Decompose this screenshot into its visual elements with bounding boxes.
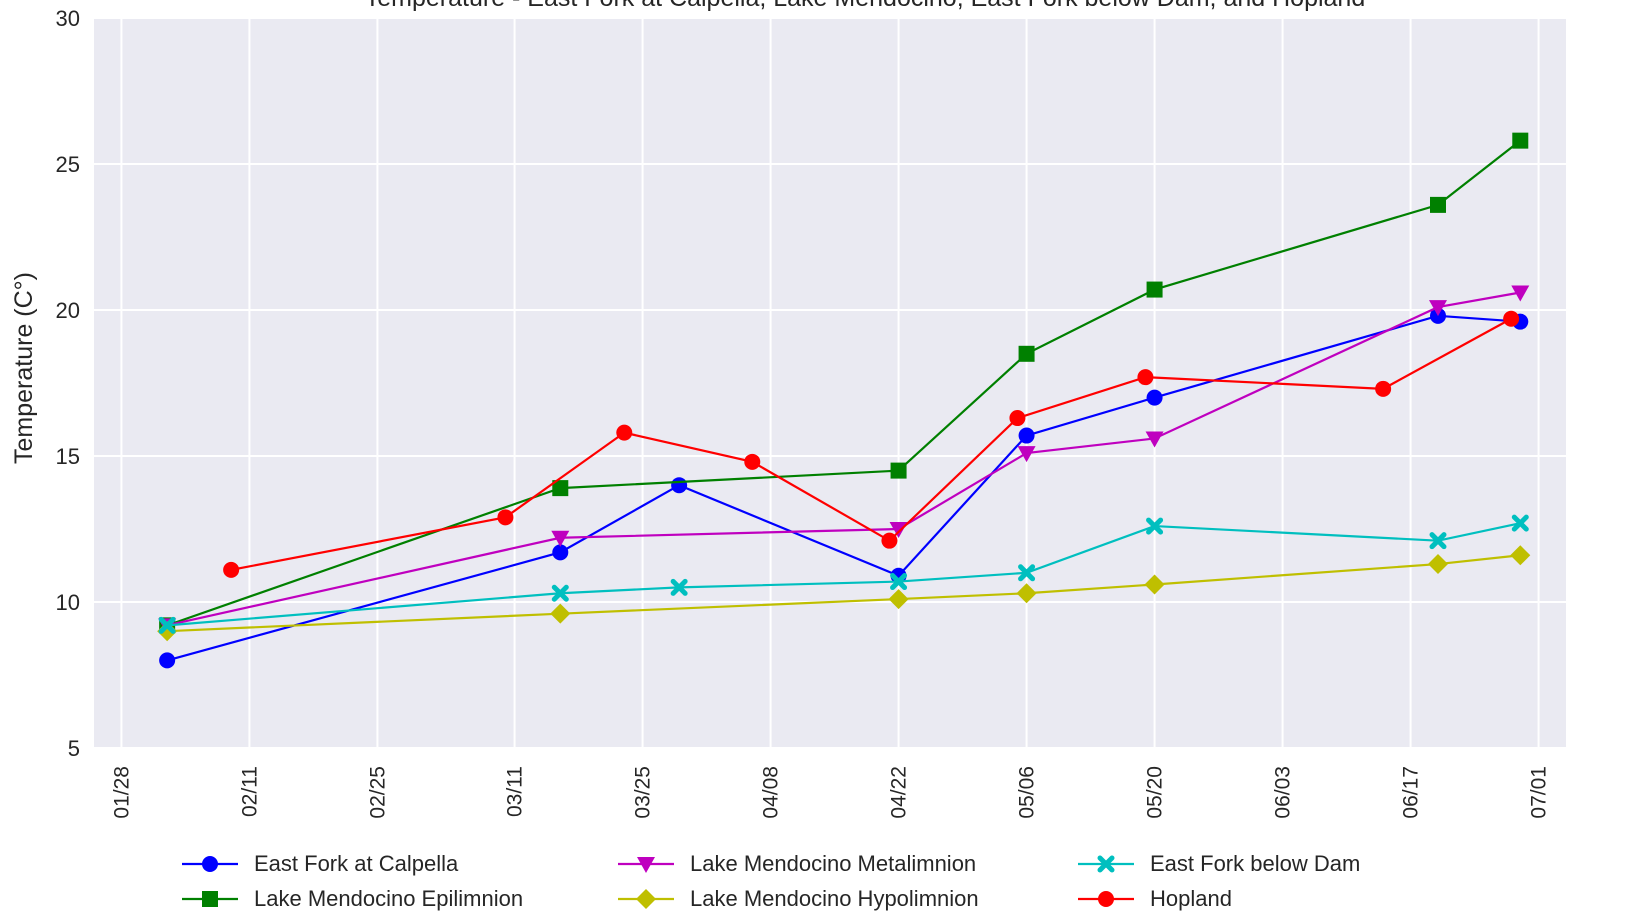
data-point [552,480,569,497]
legend: East Fork at Calpella Lake Mendocino Meta… [180,848,1480,916]
data-point [636,889,656,909]
legend-item: Lake Mendocino Epilimnion [180,883,523,915]
data-point [158,616,176,634]
data-point [637,857,655,873]
data-point [1511,285,1530,302]
y-tick-label: 25 [56,152,80,177]
data-point [551,530,570,547]
y-tick-label: 20 [56,298,80,323]
legend-swatch [182,856,238,872]
data-point [1017,446,1036,463]
data-point [551,584,569,602]
data-point [1146,389,1163,406]
legend-swatch [182,891,238,907]
legend-item: East Fork below Dam [1076,848,1360,880]
x-tick-label: 05/06 [1016,766,1039,819]
data-point [889,522,908,538]
data-point [1137,369,1154,386]
data-point [1018,427,1035,444]
x-tick-label: 06/17 [1400,766,1423,819]
x-tick-label: 04/08 [760,766,783,819]
data-point [1510,545,1531,566]
y-tick-label: 5 [68,736,80,761]
data-point [1146,281,1163,298]
data-point [1375,380,1392,397]
data-point [497,509,514,526]
x-tick-label: 07/01 [1528,766,1551,819]
data-point [157,621,178,642]
data-point [1018,345,1035,362]
series-hopland [223,310,1520,578]
legend-swatch [618,889,674,909]
data-point [223,561,240,578]
data-point [202,891,218,907]
x-tick-label: 06/03 [1272,766,1295,819]
legend-label: Lake Mendocino Hypolimnion [690,886,979,911]
data-point [159,652,176,669]
data-point [1146,517,1164,535]
data-point [671,477,688,494]
data-point [1009,410,1026,427]
legend-label: East Fork below Dam [1150,851,1361,876]
legend-item: Hopland [1076,883,1232,915]
data-point [744,453,761,470]
y-axis-label: Temperature (C°) [10,272,38,464]
x-tick-label: 01/28 [110,766,133,819]
plot-area [94,18,1566,748]
data-point [202,856,218,872]
x-tick-label: 02/11 [238,766,261,817]
data-point [1512,132,1529,149]
data-point [1016,583,1037,604]
data-point [1429,300,1447,317]
x-tick-label: 02/25 [366,766,389,819]
x-tick-label: 05/20 [1144,766,1167,819]
data-point [550,603,571,624]
legend-label: East Fork at Calpella [254,851,459,876]
y-tick-label: 30 [56,6,80,31]
y-tick-label: 10 [56,590,80,615]
series-line [167,522,1521,627]
series-lake-mendocino-hypolimnion [157,545,1531,642]
data-point [670,578,688,596]
data-point [1097,855,1115,873]
data-point [890,462,907,479]
legend-item: Lake Mendocino Metalimnion [616,848,976,880]
data-point [1511,514,1529,532]
data-point [552,544,569,561]
legend-swatch [1078,855,1134,873]
legend-item: Lake Mendocino Hypolimnion [616,883,979,915]
chart-title: Temperature - East Fork at Calpella, Lak… [365,0,1366,12]
legend-label: Lake Mendocino Epilimnion [254,886,524,911]
data-point [1503,310,1520,327]
data-point [888,589,909,610]
data-point [1429,532,1447,550]
data-point [1018,564,1036,582]
legend-item: East Fork at Calpella [180,848,458,880]
data-point [1145,431,1164,448]
data-point [1428,554,1448,575]
x-tick-label: 04/22 [888,766,911,819]
y-tick-label: 15 [56,444,80,469]
legend-label: Hopland [1150,886,1232,911]
data-point [1098,891,1114,907]
x-tick-label: 03/11 [504,766,527,817]
legend-label: Lake Mendocino Metalimnion [690,851,977,876]
series-east-fork-below-dam [158,514,1529,634]
data-point [1430,196,1446,213]
data-point [616,424,633,441]
legend-swatch [1078,891,1134,907]
legend-swatch [618,857,674,873]
x-tick-label: 03/25 [632,766,655,819]
data-point [890,573,908,591]
data-point [881,532,898,549]
data-point [1144,574,1165,595]
